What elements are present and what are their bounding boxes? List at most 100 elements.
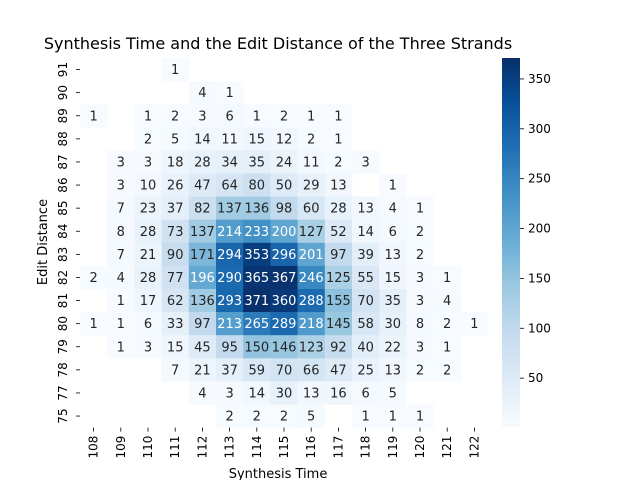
x-tick-labels: 108 109 110 111 112 113 114 115 116 117 118 119 120 1… <box>87 427 481 459</box>
cell-value-label: 14 <box>249 386 266 401</box>
x-tick-label: 120 <box>413 436 427 459</box>
heatmap-cell <box>270 127 298 151</box>
cell-value-label: 24 <box>276 155 293 170</box>
heatmap-cell <box>406 358 434 382</box>
cell-value-label: 290 <box>217 271 242 286</box>
heatmap-cell <box>379 242 407 267</box>
x-tick-label: 113 <box>223 436 237 459</box>
cell-value-label: 289 <box>272 317 297 332</box>
heatmap-cell <box>243 358 271 382</box>
cell-value-label: 15 <box>385 271 402 286</box>
heatmap-cell <box>324 242 353 267</box>
cell-value-label: 3 <box>416 294 424 309</box>
heatmap-cell <box>107 219 135 244</box>
heatmap-cell <box>270 196 298 220</box>
cell-value-label: 2 <box>443 317 451 332</box>
heatmap-cell <box>107 289 135 313</box>
cell-value-label: 23 <box>140 202 157 217</box>
heatmap-cell <box>243 289 271 313</box>
heatmap-cell <box>270 242 298 267</box>
heatmap-cell <box>324 265 353 290</box>
heatmap-cell <box>188 127 217 151</box>
cell-value-label: 1 <box>334 132 342 147</box>
heatmap-cell <box>161 219 190 244</box>
heatmap-cell <box>324 358 353 382</box>
cell-value-label: 82 <box>194 202 211 217</box>
heatmap-cell <box>188 173 217 197</box>
heatmap-cell <box>270 335 298 359</box>
cell-value-label: 7 <box>171 363 179 378</box>
heatmap-cell <box>161 312 190 336</box>
heatmap-cell <box>161 104 190 128</box>
heatmap-cell <box>352 404 380 428</box>
y-tick-label: 80 <box>56 316 70 331</box>
cell-value-label: 80 <box>249 179 266 194</box>
heatmap-cell <box>243 265 271 290</box>
cell-value-label: 37 <box>221 363 238 378</box>
cell-value-label: 365 <box>244 271 269 286</box>
x-tick-label: 115 <box>277 436 291 459</box>
cell-value-label: 13 <box>357 202 374 217</box>
heatmap-cell <box>216 104 244 128</box>
heatmap-cell <box>406 242 434 267</box>
cell-value-label: 34 <box>221 155 238 170</box>
heatmap-cell <box>352 358 380 382</box>
cell-value-label: 33 <box>167 317 184 332</box>
colorbar-tick-label: 350 <box>528 72 551 86</box>
heatmap-cell <box>270 219 298 244</box>
cell-value-label: 21 <box>140 248 157 263</box>
colorbar-ticks: 50 100 150 200 250 300 350 <box>520 72 551 385</box>
heatmap-cell <box>188 219 217 244</box>
heatmap-cell <box>188 104 217 128</box>
cell-value-label: 97 <box>330 248 347 263</box>
colorbar-tick-label: 250 <box>528 172 551 186</box>
heatmap-cell-labels: 14 11 1 2 3 6 1 2 1 12 5 14 11 15 12 2 13 3 18 28 34 35 24 11 2 3… <box>89 63 478 424</box>
cell-value-label: 137 <box>190 225 215 240</box>
cell-value-label: 1 <box>117 340 125 355</box>
heatmap-cell <box>134 312 162 336</box>
heatmap-cell <box>216 150 244 174</box>
x-tick-label: 114 <box>250 436 264 459</box>
chart-title: Synthesis Time and the Edit Distance of … <box>44 34 512 53</box>
heatmap-cell <box>107 242 135 267</box>
heatmap-cell <box>379 265 407 290</box>
heatmap-cell <box>216 404 244 428</box>
heatmap-cell <box>216 173 244 197</box>
heatmap-cell <box>324 381 353 405</box>
heatmap-cell <box>406 312 434 336</box>
heatmap-cell <box>297 219 326 244</box>
y-tick-label: 77 <box>56 385 70 400</box>
heatmap-cell <box>352 242 380 267</box>
y-tick-label: 79 <box>56 339 70 354</box>
heatmap-cell <box>188 335 217 359</box>
cell-value-label: 1 <box>307 109 315 124</box>
cell-value-label: 12 <box>276 132 293 147</box>
cell-value-label: 15 <box>167 340 184 355</box>
cell-value-label: 90 <box>167 248 184 263</box>
heatmap-cell <box>297 265 326 290</box>
heatmap-cell <box>188 265 217 290</box>
heatmap-cell <box>460 312 489 336</box>
cell-value-label: 62 <box>167 294 184 309</box>
x-axis-label: Synthesis Time <box>229 467 328 480</box>
cell-value-label: 37 <box>167 202 184 217</box>
cell-value-label: 123 <box>299 340 324 355</box>
heatmap-cell <box>433 289 462 313</box>
cell-value-label: 3 <box>361 155 369 170</box>
heatmap-cell <box>379 196 407 220</box>
x-tick-label: 112 <box>195 436 209 459</box>
heatmap-cell <box>270 381 298 405</box>
cell-value-label: 39 <box>357 248 374 263</box>
cell-value-label: 136 <box>190 294 215 309</box>
heatmap-cell <box>134 196 162 220</box>
cell-value-label: 1 <box>171 63 179 78</box>
heatmap-cell <box>297 335 326 359</box>
heatmap-cell <box>379 219 407 244</box>
cell-value-label: 11 <box>303 155 320 170</box>
cell-value-label: 2 <box>144 132 152 147</box>
heatmap-cell <box>379 358 407 382</box>
y-tick-label: 86 <box>56 177 70 192</box>
cell-value-label: 98 <box>276 202 293 217</box>
y-tick-label: 84 <box>56 224 70 239</box>
cell-value-label: 6 <box>144 317 152 332</box>
